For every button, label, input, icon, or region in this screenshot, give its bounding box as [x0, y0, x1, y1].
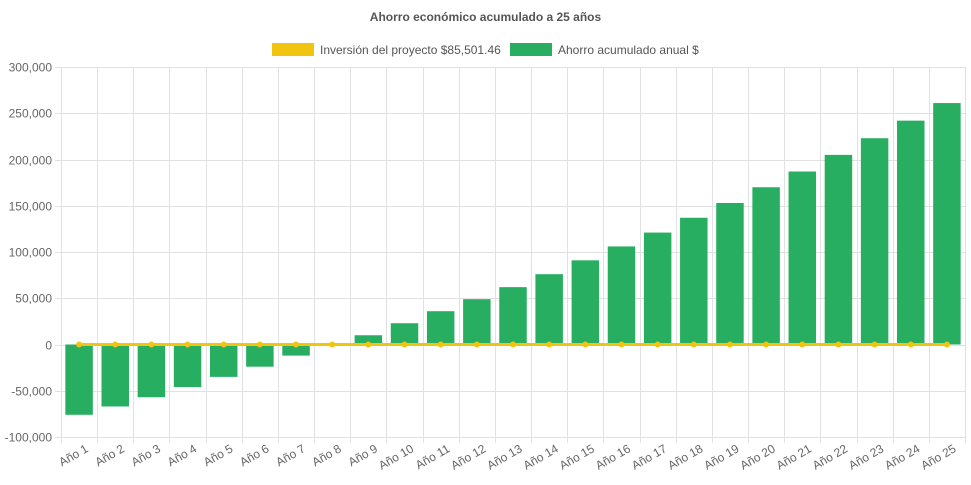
investment-point[interactable] — [220, 341, 227, 348]
bar-año-3[interactable] — [137, 344, 166, 398]
investment-point[interactable] — [148, 341, 155, 348]
x-tick-label: Año 6 — [237, 441, 271, 469]
x-axis: Año 1 Año 2 Año 3 Año 4 Año 5 Año 6 Año 7 Año 8… — [56, 441, 958, 472]
bar-año-18[interactable] — [680, 217, 708, 345]
investment-point[interactable] — [835, 341, 842, 348]
x-tick-label: Año 21 — [774, 441, 814, 472]
investment-point[interactable] — [546, 341, 553, 348]
bar-año-24[interactable] — [897, 120, 925, 345]
bar-año-16[interactable] — [607, 246, 636, 345]
grid — [55, 67, 966, 443]
investment-point[interactable] — [582, 341, 589, 348]
x-tick-label: Año 2 — [93, 441, 127, 469]
investment-point[interactable] — [401, 341, 408, 348]
x-tick-label: Año 23 — [846, 441, 886, 472]
x-tick-label: Año 7 — [273, 441, 307, 469]
x-tick-label: Año 3 — [129, 441, 163, 469]
bar-año-4[interactable] — [173, 344, 202, 388]
x-tick-label: Año 20 — [738, 441, 778, 472]
investment-point[interactable] — [654, 341, 661, 348]
investment-point[interactable] — [690, 341, 697, 348]
investment-point[interactable] — [510, 341, 516, 348]
legend-swatch-savings[interactable] — [510, 43, 552, 56]
y-tick-label: 200,000 — [9, 154, 53, 168]
legend-swatch-investment[interactable] — [272, 43, 314, 56]
bar-año-9[interactable] — [354, 335, 383, 345]
x-tick-label: Año 24 — [882, 441, 922, 472]
investment-point[interactable] — [293, 341, 300, 348]
bar-año-11[interactable] — [426, 311, 455, 345]
investment-point[interactable] — [76, 341, 83, 348]
y-tick-label: 150,000 — [9, 200, 53, 214]
y-tick-label: 0 — [45, 339, 52, 353]
x-tick-label: Año 8 — [310, 441, 344, 469]
investment-point[interactable] — [184, 341, 191, 348]
bars-series — [65, 103, 961, 415]
y-axis: 300,000 250,000 200,000 150,000 100,000 50,00… — [5, 61, 53, 445]
bar-año-6[interactable] — [246, 344, 274, 367]
bar-año-17[interactable] — [643, 232, 672, 345]
bar-año-7[interactable] — [282, 344, 310, 356]
bar-año-12[interactable] — [463, 299, 491, 345]
x-tick-label: Año 18 — [665, 441, 705, 472]
x-tick-label: Año 9 — [346, 441, 380, 469]
investment-point[interactable] — [799, 341, 806, 348]
bar-año-25[interactable] — [933, 103, 961, 345]
legend: Inversión del proyecto $85,501.46 Ahorro… — [272, 43, 699, 57]
chart-title: Ahorro económico acumulado a 25 años — [370, 10, 602, 24]
x-tick-label: Año 19 — [702, 441, 742, 472]
y-tick-label: 250,000 — [9, 107, 53, 121]
bar-año-23[interactable] — [860, 138, 889, 345]
bar-año-19[interactable] — [716, 202, 744, 345]
investment-point[interactable] — [763, 341, 770, 348]
bar-año-10[interactable] — [390, 323, 419, 345]
bar-año-14[interactable] — [535, 274, 563, 345]
investment-point[interactable] — [618, 341, 625, 348]
bar-año-20[interactable] — [752, 187, 780, 345]
x-tick-label: Año 10 — [376, 441, 416, 472]
x-tick-label: Año 25 — [918, 441, 958, 472]
investment-point[interactable] — [473, 341, 480, 348]
investment-point[interactable] — [726, 341, 733, 348]
bar-año-5[interactable] — [209, 344, 238, 377]
y-tick-label: -100,000 — [5, 431, 53, 445]
x-tick-label: Año 16 — [593, 441, 633, 472]
x-tick-label: Año 15 — [557, 441, 597, 472]
legend-label-savings[interactable]: Ahorro acumulado anual $ — [558, 43, 699, 57]
investment-point[interactable] — [871, 341, 878, 348]
x-tick-label: Año 14 — [521, 441, 561, 472]
investment-point[interactable] — [437, 341, 444, 348]
bar-año-21[interactable] — [788, 171, 817, 345]
bar-año-1[interactable] — [65, 344, 93, 415]
x-tick-label: Año 4 — [165, 441, 199, 469]
line-series — [76, 341, 950, 348]
y-tick-label: 100,000 — [9, 246, 53, 260]
investment-point[interactable] — [907, 341, 914, 348]
x-tick-label: Año 11 — [413, 441, 452, 472]
bar-año-2[interactable] — [101, 344, 129, 407]
x-tick-label: Año 1 — [56, 441, 90, 469]
y-tick-label: -50,000 — [11, 385, 52, 399]
bar-año-15[interactable] — [571, 260, 600, 345]
investment-point[interactable] — [112, 341, 119, 348]
legend-label-investment[interactable]: Inversión del proyecto $85,501.46 — [320, 43, 501, 57]
x-tick-label: Año 13 — [485, 441, 525, 472]
x-tick-label: Año 12 — [448, 441, 488, 472]
x-tick-label: Año 22 — [810, 441, 850, 472]
investment-point[interactable] — [256, 341, 263, 348]
y-tick-label: 50,000 — [15, 292, 52, 306]
x-tick-label: Año 5 — [201, 441, 235, 469]
investment-point[interactable] — [329, 341, 336, 348]
investment-point[interactable] — [943, 341, 950, 348]
bar-año-13[interactable] — [499, 287, 527, 345]
bar-año-22[interactable] — [824, 154, 853, 345]
y-tick-label: 300,000 — [9, 61, 53, 75]
investment-point[interactable] — [365, 341, 372, 348]
x-tick-label: Año 17 — [629, 441, 669, 472]
